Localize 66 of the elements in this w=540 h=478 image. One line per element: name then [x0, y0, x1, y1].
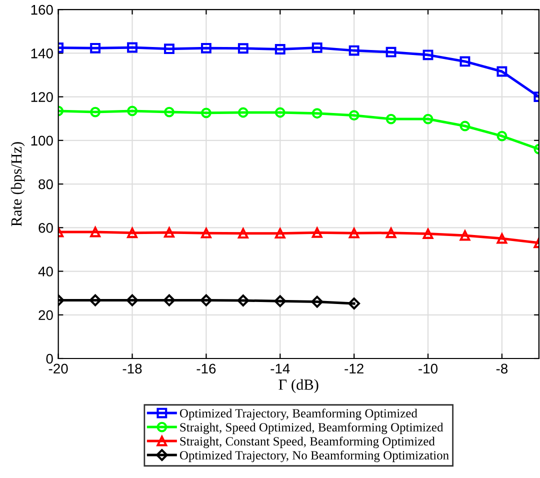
point: [460, 230, 470, 241]
x-tick-label: -20: [48, 364, 68, 374]
point: [496, 233, 508, 244]
point: [238, 228, 248, 239]
y-tick-label: 140: [31, 48, 53, 58]
point: [200, 42, 212, 54]
point: [386, 46, 396, 58]
y-tick-label: 20: [38, 310, 53, 320]
point: [164, 44, 174, 54]
y-tick-label: 160: [31, 4, 53, 15]
x-tick-label: -18: [122, 364, 142, 374]
point: [311, 296, 324, 308]
point: [274, 228, 286, 239]
x-tick-label: -12: [344, 364, 364, 374]
y-tick-label: 120: [31, 92, 53, 102]
point: [237, 294, 250, 306]
point: [238, 107, 248, 118]
x-tick-label: -8: [496, 364, 508, 374]
y-tick-label: 60: [38, 222, 53, 233]
x-axis-title: Γ (dB): [278, 379, 318, 393]
y-tick-label: 80: [38, 179, 53, 190]
point: [90, 226, 100, 238]
point: [386, 228, 396, 238]
point: [386, 114, 396, 124]
point: [422, 228, 434, 239]
point: [126, 294, 138, 306]
point: [496, 66, 508, 77]
point: [200, 228, 212, 238]
point: [460, 120, 470, 132]
legend-label: Straight, Speed Optimized, Beamforming Optimized: [180, 422, 444, 434]
point: [90, 42, 100, 54]
point: [460, 56, 470, 67]
y-axis-title: Rate (bps/Hz): [10, 142, 25, 226]
point: [348, 298, 360, 310]
legend-label: Straight, Constant Speed, Beamforming Optimized: [180, 436, 435, 448]
x-tick-label: -14: [270, 364, 290, 374]
point: [164, 106, 174, 118]
point: [274, 295, 286, 308]
point: [312, 42, 322, 53]
point: [274, 107, 286, 118]
point: [348, 45, 360, 56]
x-tick-label: -16: [196, 364, 216, 374]
point: [89, 294, 102, 306]
point: [127, 228, 138, 238]
point: [238, 43, 248, 54]
point: [312, 108, 322, 119]
point: [422, 50, 434, 60]
y-tick-label: 0: [46, 354, 53, 364]
point: [348, 110, 360, 121]
point: [200, 108, 212, 118]
point: [496, 130, 508, 142]
point: [200, 294, 212, 306]
point: [274, 44, 286, 54]
point: [127, 42, 138, 53]
point: [348, 228, 360, 238]
point: [90, 106, 100, 118]
point: [422, 114, 434, 124]
point: [312, 227, 322, 238]
x-tick-label: -10: [418, 364, 438, 374]
y-tick-label: 40: [38, 266, 53, 276]
point: [163, 294, 176, 306]
point: [164, 227, 174, 238]
point: [127, 106, 138, 116]
legend-label: Optimized Trajectory, Beamforming Optimized: [180, 408, 418, 420]
y-tick-label: 100: [31, 136, 53, 146]
legend-label: Optimized Trajectory, No Beamforming Optimization: [180, 450, 449, 462]
